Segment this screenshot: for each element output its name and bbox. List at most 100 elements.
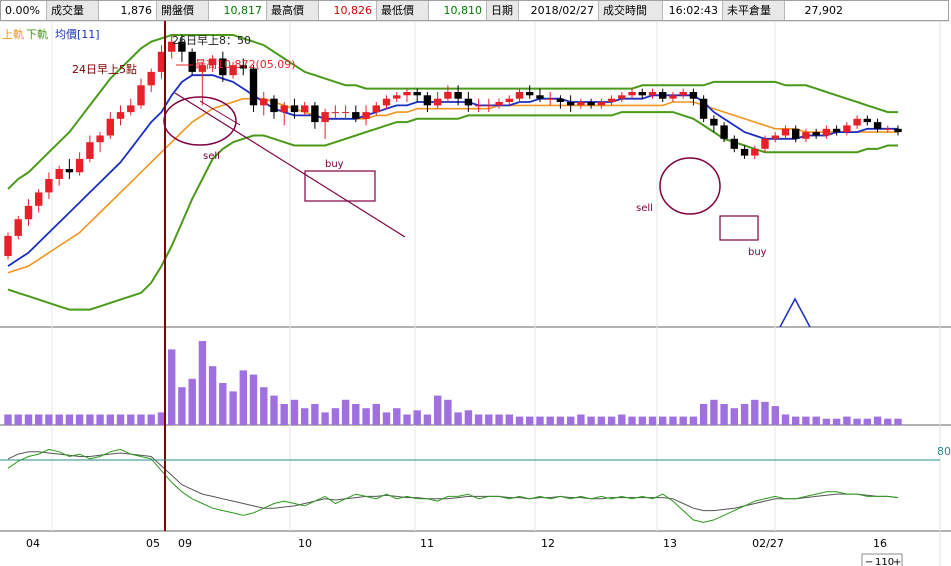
volume-bar — [761, 401, 769, 425]
open-interest-value: 27,902 — [785, 1, 847, 20]
volume-bar — [832, 418, 841, 425]
volume-bar — [699, 404, 708, 425]
volume-label: 成交量 — [47, 1, 99, 20]
volume-bar — [96, 414, 104, 425]
volume-bar — [710, 399, 718, 425]
candle-body — [249, 68, 258, 106]
x-tick-label: 05 — [146, 537, 160, 550]
candle-body — [515, 92, 524, 99]
vertical-grid — [51, 22, 776, 531]
candle-body — [843, 125, 851, 133]
volume-bar — [423, 414, 432, 425]
candle-body — [106, 118, 114, 136]
candle-body — [597, 102, 606, 106]
candle-body — [147, 71, 155, 86]
volume-bars — [4, 341, 902, 425]
candle-body — [178, 41, 186, 52]
volume-bar — [669, 416, 677, 425]
volume-bar — [434, 395, 442, 425]
candle-body — [352, 112, 360, 119]
volume-bar — [730, 408, 738, 425]
candle-body — [65, 169, 74, 173]
volume-bar — [648, 416, 657, 425]
volume-bar — [280, 404, 288, 425]
volume-bar — [843, 416, 851, 425]
candle-body — [761, 138, 769, 149]
volume-bar — [260, 387, 268, 425]
candle-body — [96, 135, 104, 143]
average-price-line — [7, 74, 898, 267]
volume-bar — [526, 416, 534, 425]
candle-body — [822, 128, 831, 136]
volume-bar — [4, 414, 12, 425]
volume-bar — [822, 418, 831, 425]
volume-bar — [341, 399, 350, 425]
candle-body — [270, 98, 278, 113]
candle-body — [208, 58, 217, 66]
volume-bar — [628, 416, 636, 425]
candle-body — [679, 92, 687, 96]
candle-body — [628, 92, 636, 96]
x-axis-labels: 04 05 09 10 11 12 13 02/27 16 — [26, 537, 887, 550]
scale-widget[interactable]: − 110 + — [861, 553, 903, 566]
volume-bar — [249, 374, 258, 425]
open-interest-label: 未平倉量 — [723, 1, 785, 20]
trend-line-2 — [199, 100, 241, 126]
volume-bar — [178, 387, 186, 425]
x-tick-label: 04 — [26, 537, 40, 550]
volume-bar — [86, 414, 94, 425]
volume-bar — [679, 416, 687, 425]
price-chart[interactable]: 04 05 09 10 11 12 13 02/27 16 80 上軌 下軌 均價[11] 26… — [0, 21, 951, 566]
volume-bar — [567, 416, 575, 425]
candle-body — [853, 118, 861, 126]
candle-body — [771, 135, 779, 139]
time-value: 16:02:43 — [663, 1, 723, 20]
quote-bar: 0.00% 成交量 1,876 開盤價 10,817 最高價 10,826 最低… — [0, 0, 949, 21]
osc-ref-label: 80 — [937, 445, 951, 458]
oscillator-line-green — [7, 448, 899, 523]
volume-bar — [35, 414, 43, 425]
candle-body — [699, 98, 708, 119]
candle-body — [127, 105, 135, 113]
volume-bar — [485, 414, 493, 425]
scale-minus-icon[interactable]: − — [865, 557, 873, 566]
candle-body — [403, 92, 411, 96]
candle-body — [536, 95, 544, 99]
sell-circle-1 — [163, 96, 237, 146]
volume-bar — [556, 416, 565, 425]
candle-body — [86, 142, 94, 159]
high-note: 最高10,872(05.09) — [195, 57, 296, 71]
candle-body — [24, 205, 33, 220]
volume-bar — [403, 414, 411, 425]
candle-body — [229, 65, 237, 76]
volume-bar — [894, 418, 902, 425]
x-tick-label: 13 — [663, 537, 677, 550]
volume-bar — [515, 416, 524, 425]
open-value: 10,817 — [209, 1, 267, 20]
volume-bar — [229, 391, 237, 425]
volume-bar — [55, 414, 63, 425]
candle-body — [116, 112, 125, 119]
candle-body — [689, 92, 698, 99]
oscillator — [7, 448, 899, 523]
candle-body — [659, 92, 667, 99]
volume-bar — [219, 383, 227, 425]
scale-box[interactable] — [861, 553, 903, 566]
x-tick-label: 10 — [298, 537, 312, 550]
x-tick-label: 09 — [178, 537, 192, 550]
volume-bar — [362, 408, 370, 425]
candle-body — [341, 112, 350, 114]
candle-body — [832, 128, 841, 133]
candle-body — [710, 118, 718, 126]
candle-body — [648, 92, 657, 96]
legend: 上軌 下軌 均價[11] — [2, 27, 100, 41]
candle-body — [873, 122, 882, 129]
candle-body — [75, 158, 84, 173]
open-label: 開盤價 — [157, 1, 209, 20]
scale-plus-icon[interactable]: + — [893, 557, 901, 566]
volume-bar — [802, 416, 810, 425]
candle-body — [894, 128, 902, 133]
volume-bar — [157, 412, 166, 425]
lower-band-line — [7, 111, 898, 311]
candle-body — [55, 169, 63, 179]
